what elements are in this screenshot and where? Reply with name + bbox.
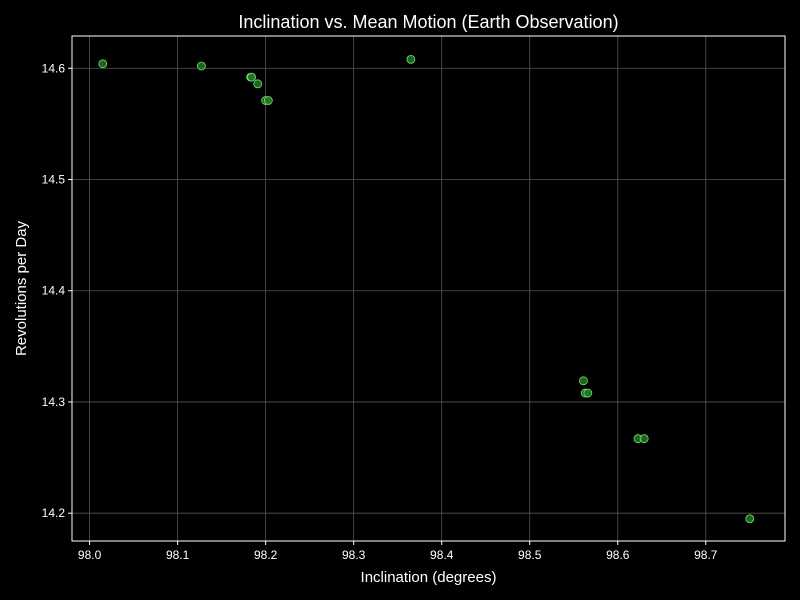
scatter-point — [263, 96, 273, 105]
y-tick-label: 14.5 — [42, 172, 66, 186]
plot-frame — [71, 35, 786, 542]
x-axis-ticks: 98.0 98.1 98.2 98.3 98.4 98.5 98.6 98.7 — [78, 541, 718, 562]
scatter-point — [406, 54, 416, 64]
y-tick-label: 14.3 — [42, 395, 66, 409]
scatter-point — [579, 376, 588, 386]
x-tick-label: 98.2 — [254, 548, 278, 562]
x-tick-label: 98.1 — [166, 548, 190, 562]
plot-area — [72, 36, 785, 541]
x-tick-label: 98.3 — [342, 548, 366, 562]
grid-lines — [72, 36, 785, 541]
x-tick-label: 98.4 — [430, 548, 454, 562]
scatter-point — [253, 79, 263, 89]
x-tick-label: 98.6 — [606, 548, 630, 562]
x-tick-label: 98.7 — [694, 548, 718, 562]
y-tick-label: 14.2 — [42, 506, 66, 520]
y-tick-label: 14.4 — [42, 284, 66, 298]
scatter-point — [98, 59, 108, 69]
scatter-point — [247, 72, 256, 82]
scatter-point — [196, 61, 206, 71]
x-tick-label: 98.5 — [518, 548, 542, 562]
scatter-point — [639, 434, 649, 444]
x-axis-label: Inclination (degrees) — [361, 569, 497, 586]
x-tick-label: 98.0 — [78, 548, 102, 562]
y-axis-label: Revolutions per Day — [13, 220, 30, 356]
y-axis-ticks: 14.2 14.3 14.4 14.5 14.6 — [42, 61, 72, 520]
chart-title: Inclination vs. Mean Motion (Earth Obser… — [238, 12, 618, 32]
data-points — [98, 54, 755, 524]
scatter-point — [583, 388, 593, 398]
scatter-point — [745, 514, 755, 524]
y-tick-label: 14.6 — [42, 61, 66, 75]
